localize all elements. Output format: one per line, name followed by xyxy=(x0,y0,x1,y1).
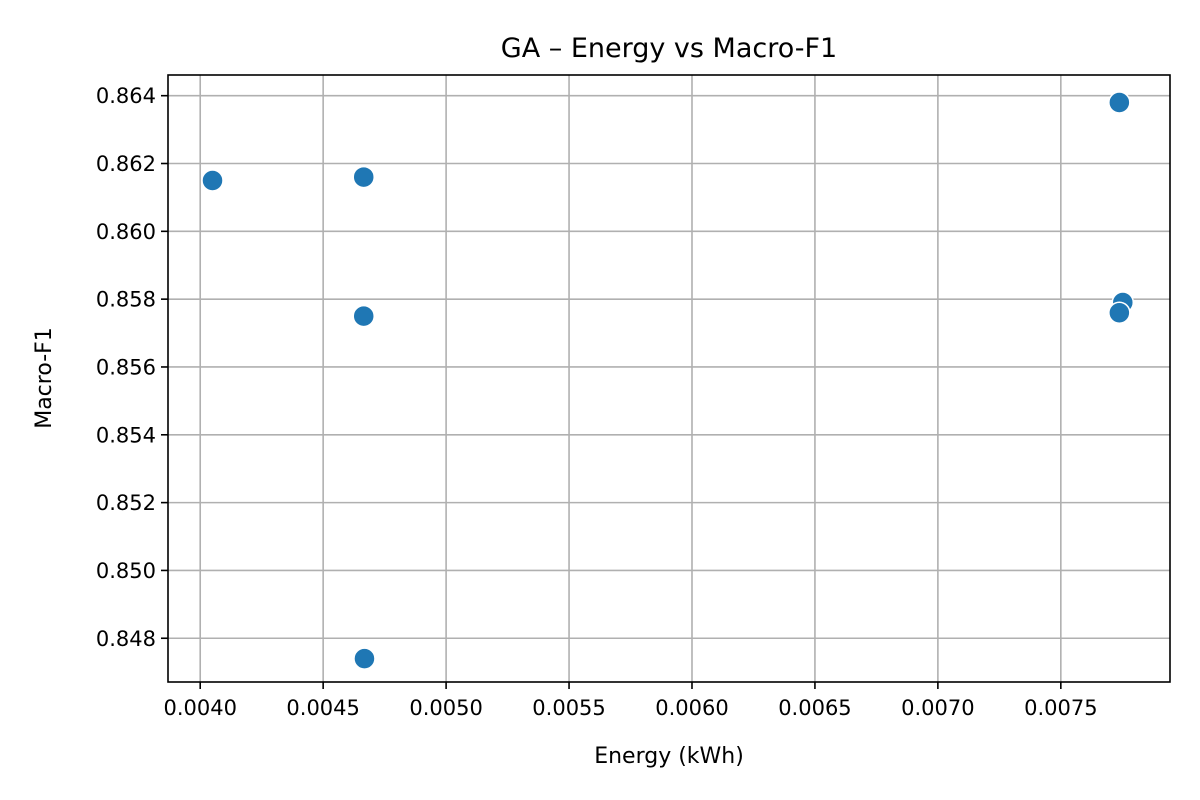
y-tick-label: 0.860 xyxy=(96,220,156,244)
y-tick-label: 0.848 xyxy=(96,627,156,651)
data-point xyxy=(353,647,376,670)
y-axis-ticks: 0.848 0.850 0.852 0.854 0.856 0.858 0.860 0.862… xyxy=(96,84,168,651)
x-tick-label: 0.0045 xyxy=(286,696,359,720)
x-tick-label: 0.0065 xyxy=(778,696,851,720)
y-tick-label: 0.852 xyxy=(96,491,156,515)
scatter-points xyxy=(201,91,1135,670)
x-tick-label: 0.0070 xyxy=(901,696,974,720)
data-point xyxy=(201,169,224,192)
plot-frame xyxy=(167,74,1171,683)
x-tick-label: 0.0055 xyxy=(532,696,605,720)
y-tick-label: 0.864 xyxy=(96,84,156,108)
y-tick-label: 0.850 xyxy=(96,559,156,583)
x-axis-label: Energy (kWh) xyxy=(594,744,744,769)
y-tick-label: 0.854 xyxy=(96,423,156,447)
x-axis-ticks: 0.0040 0.0045 0.0050 0.0055 0.0060 0.0065 0.00… xyxy=(163,682,1098,720)
y-tick-label: 0.862 xyxy=(96,152,156,176)
y-tick-label: 0.858 xyxy=(96,288,156,312)
x-tick-label: 0.0040 xyxy=(163,696,236,720)
grid-lines xyxy=(168,75,1170,682)
data-point xyxy=(352,165,375,189)
chart-title: GA – Energy vs Macro-F1 xyxy=(501,33,837,64)
x-tick-label: 0.0050 xyxy=(409,696,482,720)
x-tick-label: 0.0060 xyxy=(655,696,728,720)
y-tick-label: 0.856 xyxy=(96,355,156,379)
data-point xyxy=(1108,91,1131,114)
y-axis-label: Macro-F1 xyxy=(32,327,57,429)
x-tick-label: 0.0075 xyxy=(1024,696,1097,720)
data-point xyxy=(1108,301,1131,324)
data-point xyxy=(352,304,375,328)
